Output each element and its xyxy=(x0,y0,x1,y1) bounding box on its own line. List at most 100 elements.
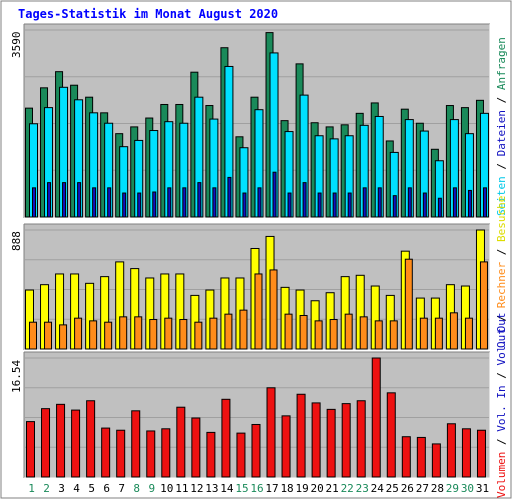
seiten-bar xyxy=(452,187,457,218)
volumen-bar xyxy=(416,436,426,478)
volumen-bar xyxy=(206,431,216,478)
rechner-bar xyxy=(224,313,233,350)
day-label: 5 xyxy=(88,482,95,495)
volumen-bar xyxy=(71,409,81,478)
seiten-bar xyxy=(122,192,127,218)
rechner-bar xyxy=(209,317,218,350)
volumen-bar xyxy=(281,415,291,478)
seiten-bar xyxy=(482,187,487,218)
day-label: 23 xyxy=(355,482,369,495)
legend-vol-in: Vol. In xyxy=(495,385,508,432)
seiten-bar xyxy=(302,182,307,218)
day-label: 30 xyxy=(460,482,475,495)
legend-separator: / xyxy=(495,90,508,111)
day-label: 7 xyxy=(118,482,126,495)
legend-separator: / xyxy=(495,242,508,262)
day-label: 4 xyxy=(73,482,80,495)
day-label: 26 xyxy=(400,482,414,495)
rechner-bar xyxy=(194,321,203,350)
rechner-bar xyxy=(449,312,458,350)
seiten-bar xyxy=(197,182,202,218)
volumen-bar xyxy=(221,398,231,478)
volumen-bar xyxy=(86,400,96,478)
day-label: 16 xyxy=(250,482,264,495)
day-label: 28 xyxy=(430,482,444,495)
volumen-bar xyxy=(236,432,246,478)
day-label: 25 xyxy=(385,482,399,495)
day-label: 19 xyxy=(295,482,309,495)
rechner-bar xyxy=(359,316,368,350)
day-label: 1 xyxy=(28,482,35,495)
day-label: 21 xyxy=(325,482,339,495)
day-label: 27 xyxy=(415,482,429,495)
volumen-bar xyxy=(341,403,351,478)
seiten-bar xyxy=(152,191,157,218)
volumen-bar xyxy=(266,387,276,478)
day-label: 3 xyxy=(58,482,65,495)
rechner-bar xyxy=(74,317,83,350)
rechner-bar xyxy=(329,319,338,350)
seiten-bar xyxy=(92,187,97,218)
seiten-bar xyxy=(347,192,352,218)
seiten-bar xyxy=(392,195,397,218)
seiten-bar xyxy=(317,192,322,218)
volumen-bar xyxy=(356,400,366,478)
middle-panel-ymax-label: 888 xyxy=(10,231,23,251)
volumen-bar xyxy=(191,417,201,478)
day-label: 8 xyxy=(133,482,141,495)
volumen-bar xyxy=(251,423,261,478)
seiten-bar xyxy=(47,182,52,218)
seiten-bar xyxy=(242,192,247,218)
day-label: 20 xyxy=(310,482,324,495)
volumen-bar xyxy=(26,421,35,478)
bottom-panel-legend: Volumen / Vol. In / Vol. Out xyxy=(495,313,508,498)
seiten-bar xyxy=(332,192,337,218)
volumen-bar xyxy=(431,443,441,478)
rechner-bar xyxy=(134,316,143,350)
legend-rechner: Rechner xyxy=(495,261,508,309)
day-label: 6 xyxy=(103,482,110,495)
rechner-bar xyxy=(434,317,443,350)
rechner-bar xyxy=(344,313,353,350)
day-label: 31 xyxy=(475,482,490,495)
rechner-bar xyxy=(44,321,53,350)
rechner-bar xyxy=(104,321,113,350)
volumen-bar xyxy=(296,393,306,478)
seiten-bar xyxy=(62,182,67,218)
day-label: 13 xyxy=(205,482,219,495)
rechner-bar xyxy=(389,320,398,350)
volumen-bar xyxy=(146,430,156,478)
seiten-bar xyxy=(377,187,382,218)
rechner-bar xyxy=(314,320,323,350)
day-label: 22 xyxy=(340,482,354,495)
seiten-bar xyxy=(287,192,292,218)
legend-separator: / xyxy=(495,431,508,452)
day-label: 9 xyxy=(148,482,156,495)
seiten-bar xyxy=(257,187,262,218)
volumen-bar xyxy=(446,423,456,478)
rechner-bar xyxy=(374,320,383,350)
day-label: 17 xyxy=(265,482,279,495)
volumen-bar xyxy=(101,427,111,478)
legend-separator: / xyxy=(495,156,508,177)
day-label: 15 xyxy=(235,482,249,495)
volumen-bar xyxy=(386,392,396,478)
seiten-bar xyxy=(362,187,367,218)
volumen-bar xyxy=(326,408,336,478)
seiten-bar xyxy=(167,187,172,218)
day-label: 11 xyxy=(175,482,189,495)
rechner-bar xyxy=(284,313,293,350)
volumen-bar xyxy=(56,403,66,478)
legend-anfragen: Anfragen xyxy=(495,37,508,91)
seiten-bar xyxy=(107,187,112,218)
top-panel-ymax-label: 3590 xyxy=(10,31,23,59)
seiten-bar xyxy=(407,187,412,218)
rechner-bar xyxy=(29,321,37,350)
volumen-bar xyxy=(401,436,411,478)
rechner-bar xyxy=(59,324,68,350)
rechner-bar xyxy=(479,261,488,350)
day-label: 2 xyxy=(43,482,50,495)
x-axis-day-labels: 1 2 3 4 5 6 7 8 9 10 11 12 13 14 15 16 17 18 19 20 21 22 23 24 2… xyxy=(0,482,512,496)
